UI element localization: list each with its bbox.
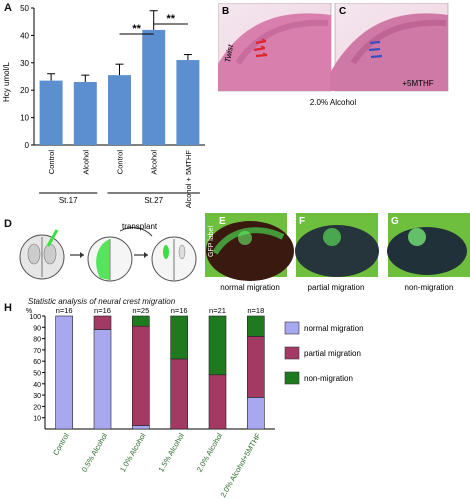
embryo-f [295,225,379,277]
twist-label: Twist [223,43,235,63]
h-ylabel: % [26,308,32,315]
h-xtick-label: 1.5% Alcohol [156,431,186,473]
h-ytick-label: 80 [33,337,41,344]
a-bar [39,80,63,145]
h-bar-segment [208,315,227,376]
h-n-label: n=16 [171,306,188,315]
caption-partial: partial migration [308,283,365,292]
a-xtick-label: Control [116,150,125,175]
h-xtick-label: 1.0% Alcohol [118,431,148,473]
h-ytick-label: 60 [33,359,41,366]
h-legend-swatch [284,321,300,335]
h-ytick-label: 10 [33,416,41,423]
a-sig-label: ** [167,13,176,25]
panel-a-ylabel: Hcy umol/L [2,61,11,102]
h-bar-segment [55,315,73,430]
blue-arrows [368,40,383,59]
a-bar [176,60,200,146]
panel-letter-e: E [219,216,226,227]
a-ytick-label: 50 [20,4,29,13]
embryo-g [387,227,467,275]
h-ytick-label: 40 [33,382,41,389]
h-n-label: n=16 [56,306,73,315]
mthf-label: +5MTHF [402,79,433,88]
h-bar-segment [247,315,265,337]
caption-normal: normal migration [220,283,280,292]
h-n-label: n=16 [94,306,111,315]
h-xtick-label: Control [51,431,71,457]
panel-letter-a: A [4,2,12,14]
panel-letter-c: C [339,6,346,17]
a-xtick-label: Control [47,150,56,175]
a-xtick-label: Alcohol [81,150,90,175]
panel-h-chart: 10 20 30 40 50 60 70 80 90 100% n=16 n=16 n=25 n=16 n… [26,306,364,499]
h-xtick-label: 0.5% Alcohol [80,431,110,473]
h-bar-segment [170,358,188,430]
red-arrows [253,38,268,58]
h-bar-segment [93,329,112,430]
a-ytick-label: 10 [20,114,29,123]
result-embryo [151,236,197,282]
a-group-label: St.27 [144,196,163,205]
transplant-label: transplant [122,222,158,231]
h-bar-segment [132,425,150,430]
h-ytick-label: 30 [33,393,41,400]
h-legend-label: normal migration [304,324,364,333]
a-ytick-label: 40 [20,31,29,40]
panel-letter-h: H [4,302,12,314]
h-bar-segment [247,336,265,398]
h-legend-swatch [284,371,300,385]
h-ytick-label: 70 [33,348,41,355]
panel-letter-d: D [4,218,12,230]
h-legend-label: partial migration [304,349,361,358]
h-xtick-label: 2.0% Alcohol [195,431,225,473]
h-n-label: n=18 [247,306,264,315]
h-ytick-label: 90 [33,325,41,332]
h-n-label: n=21 [209,306,226,315]
h-bar-segment [247,397,265,430]
h-legend-label: non-migration [304,374,353,383]
a-ytick-label: 30 [20,59,29,68]
panel-letter-b: B [222,6,229,17]
a-group-label: St.17 [59,196,78,205]
a-ytick-label: 0 [25,141,30,150]
h-ytick-label: 100 [29,314,41,321]
panel-letter-g: G [391,216,399,227]
gfp-label: GFP label [208,226,215,257]
h-bar-segment [132,315,150,327]
h-legend-swatch [284,346,300,360]
panel-letter-f: F [299,216,305,227]
a-xtick-label: Alcohol + 5MTHF [184,150,193,209]
h-n-label: n=25 [132,306,149,315]
panel-efg-images: E GFP label F G normal migration partial… [205,213,470,292]
a-xtick-label: Alcohol [150,150,159,175]
alcohol-caption: 2.0% Alcohol [310,98,356,107]
h-ytick-label: 50 [33,371,41,378]
h-bar-segment [208,374,227,430]
panel-d-diagram: transplant [19,222,197,282]
panel-bc-images: B Twist C +5MTHF 2.0% Alcohol [218,3,449,107]
h-bar-segment [132,325,150,426]
a-ytick-label: 20 [20,86,29,95]
a-bar [108,75,131,145]
a-bar [142,29,166,146]
caption-non: non-migration [405,283,454,292]
donor-embryo [19,229,65,280]
a-sig-label: ** [132,23,141,35]
a-bar [73,81,97,145]
embryo-b-shape [218,13,331,91]
host-embryo [87,236,133,282]
panel-h-title: Statistic analysis of neural crest migra… [28,297,176,306]
panel-a-chart: 0 10 20 30 40 50 ** ** Control Alcohol Control Al… [2,4,205,209]
h-bar-segment [93,315,112,330]
h-ytick-label: 20 [33,404,41,411]
h-xtick-label: 2.0% Alcohol+5MTHF [218,431,262,499]
h-bar-segment [170,315,188,360]
